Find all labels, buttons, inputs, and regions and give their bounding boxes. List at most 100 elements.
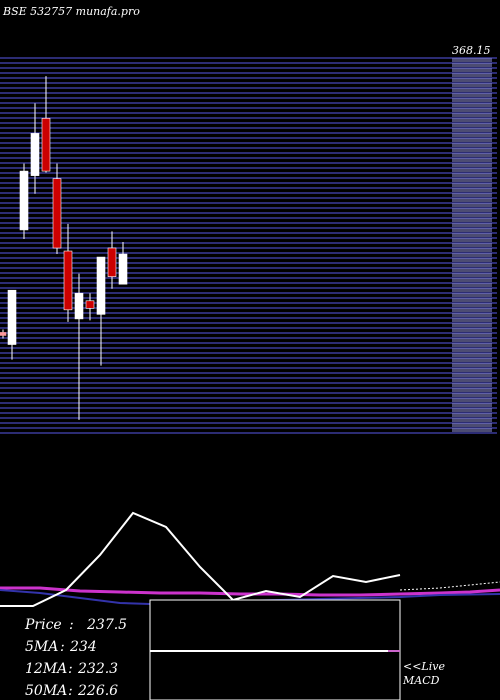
price-tick-mark — [452, 368, 492, 372]
price-tick-mark — [452, 268, 492, 272]
candle — [41, 76, 51, 173]
price-tick-mark — [452, 358, 492, 362]
price-tick-mark — [452, 313, 492, 317]
price-tick-mark — [452, 393, 492, 397]
candle-body — [0, 332, 7, 336]
price-tick-mark — [452, 98, 492, 102]
price-tick-mark — [452, 213, 492, 217]
candle — [85, 293, 95, 321]
price-tick-mark — [452, 303, 492, 307]
price-tick-mark — [452, 88, 492, 92]
macd-label-live: <<Live — [403, 660, 445, 673]
price-label: Price — [24, 617, 62, 633]
price-tick-mark — [452, 388, 492, 392]
price-tick-mark — [452, 113, 492, 117]
price-tick-mark — [452, 128, 492, 132]
candle-body — [19, 170, 29, 231]
price-tick-mark — [452, 328, 492, 332]
price-axis-labels — [452, 58, 492, 432]
price-tick-mark — [452, 243, 492, 247]
price-grid — [0, 57, 497, 434]
ma12-value: 232.3 — [77, 661, 118, 677]
price-tick-mark — [452, 73, 492, 77]
ma-dotted-line — [399, 581, 500, 591]
candle — [19, 163, 29, 239]
ma12-label: 12MA — [25, 661, 67, 677]
candle-body — [118, 253, 128, 285]
candle — [74, 273, 84, 420]
price-tick-mark — [452, 228, 492, 232]
indicator-values: Price : 237.5 5MA : 234 12MA : 232.3 50M… — [24, 617, 127, 699]
candlesticks — [0, 76, 128, 420]
price-tick-mark — [452, 293, 492, 297]
price-tick-mark — [452, 408, 492, 412]
ma5-label: 5MA — [25, 639, 58, 655]
ma50-sep: : — [68, 683, 73, 699]
price-tick-mark — [452, 158, 492, 162]
price-tick-mark — [452, 298, 492, 302]
price-tick-mark — [452, 58, 492, 62]
price-tick-mark — [452, 428, 492, 432]
price-tick-mark — [452, 173, 492, 177]
price-tick-mark — [452, 68, 492, 72]
candle — [7, 289, 17, 360]
price-tick-mark — [452, 308, 492, 312]
price-tick-mark — [452, 248, 492, 252]
macd-label: MACD — [402, 674, 440, 687]
price-tick-mark — [452, 83, 492, 87]
candle — [63, 223, 73, 322]
candle-body — [41, 118, 51, 172]
ma50-line — [0, 586, 500, 597]
price-tick-mark — [452, 418, 492, 422]
price-tick-mark — [452, 103, 492, 107]
candle-body — [96, 256, 106, 315]
price-tick-mark — [452, 373, 492, 377]
candle-body — [85, 300, 95, 309]
price-tick-mark — [452, 398, 492, 402]
ma50-value: 226.6 — [77, 683, 118, 699]
price-tick-mark — [452, 138, 492, 142]
chart-title: BSE 532757 munafa.pro — [2, 5, 140, 18]
candle — [52, 163, 62, 255]
price-tick-mark — [452, 78, 492, 82]
price-tick-mark — [452, 323, 492, 327]
price-tick-mark — [452, 238, 492, 242]
price-tick-mark — [452, 333, 492, 337]
price-tick-mark — [452, 193, 492, 197]
candle — [30, 103, 40, 194]
price-tick-mark — [452, 153, 492, 157]
price-tick-mark — [452, 318, 492, 322]
price-tick-mark — [452, 93, 492, 97]
price-tick-mark — [452, 198, 492, 202]
price-tick-mark — [452, 343, 492, 347]
price-tick-mark — [452, 278, 492, 282]
ma5-value: 234 — [69, 639, 97, 655]
candle-body — [74, 292, 84, 320]
price-tick-mark — [452, 188, 492, 192]
price-tick-mark — [452, 133, 492, 137]
price-tick-mark — [452, 123, 492, 127]
candle — [0, 329, 7, 339]
price-tick-mark — [452, 223, 492, 227]
price-tick-mark — [452, 378, 492, 382]
price-tick-mark — [452, 118, 492, 122]
ma5-sep: : — [60, 639, 65, 655]
price-tick-mark — [452, 263, 492, 267]
price-tick-mark — [452, 178, 492, 182]
candle — [118, 241, 128, 285]
candle-body — [52, 178, 62, 249]
price-tick-mark — [452, 283, 492, 287]
price-tick-mark — [452, 353, 492, 357]
candle — [107, 231, 117, 289]
top-price-label: 368.15 — [452, 44, 491, 57]
price-tick-mark — [452, 383, 492, 387]
price-tick-mark — [452, 423, 492, 427]
price-tick-mark — [452, 183, 492, 187]
price-sep: : — [69, 617, 74, 633]
candle-body — [30, 133, 40, 176]
price-tick-mark — [452, 168, 492, 172]
price-tick-mark — [452, 163, 492, 167]
